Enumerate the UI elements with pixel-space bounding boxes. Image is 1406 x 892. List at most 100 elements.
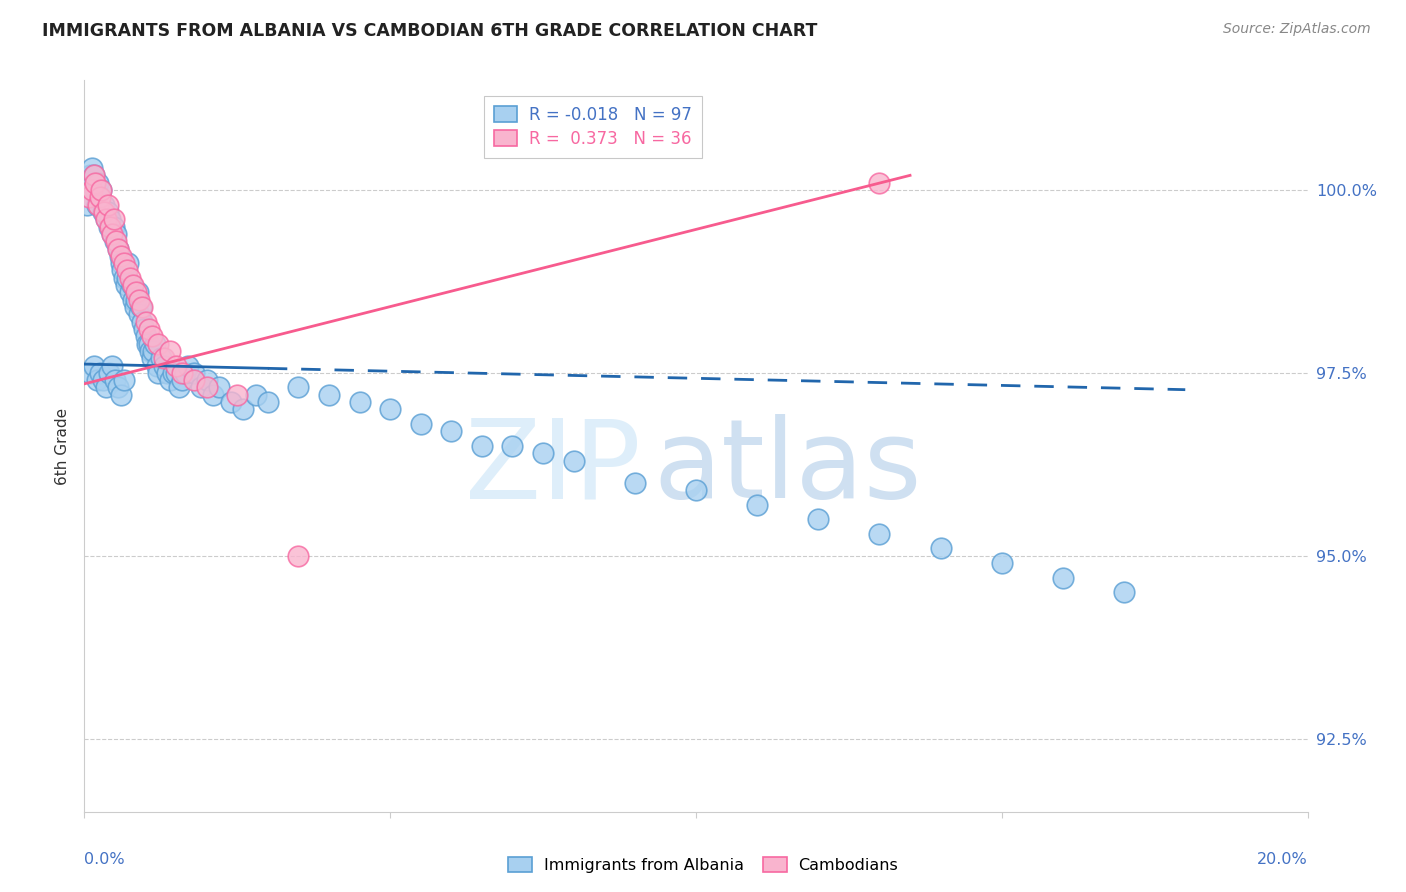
Point: [349, 395, 371, 409]
Point: [83, 169, 105, 183]
Point: [183, 366, 205, 380]
Point: [91, 373, 114, 387]
Point: [107, 242, 129, 256]
Point: [318, 388, 340, 402]
Point: [107, 242, 129, 256]
Point: [79, 366, 101, 380]
Point: [162, 366, 184, 380]
Point: [153, 351, 176, 366]
Point: [159, 343, 181, 358]
Point: [929, 541, 952, 556]
Point: [562, 453, 585, 467]
Point: [502, 439, 524, 453]
Point: [174, 366, 197, 380]
Point: [112, 270, 135, 285]
Point: [159, 373, 181, 387]
Point: [110, 256, 132, 270]
Point: [112, 373, 135, 387]
Point: [245, 388, 267, 402]
Point: [172, 366, 194, 380]
Point: [156, 366, 179, 380]
Point: [146, 366, 169, 380]
Point: [153, 359, 176, 373]
Point: [104, 373, 127, 387]
Point: [131, 315, 153, 329]
Point: [105, 234, 128, 248]
Point: [138, 336, 160, 351]
Point: [165, 366, 187, 380]
Point: [101, 227, 124, 241]
Point: [807, 512, 830, 526]
Text: Source: ZipAtlas.com: Source: ZipAtlas.com: [1223, 22, 1371, 37]
Point: [172, 373, 194, 387]
Point: [98, 219, 121, 234]
Point: [103, 212, 125, 227]
Point: [141, 329, 163, 343]
Point: [115, 270, 138, 285]
Point: [177, 359, 200, 373]
Legend: R = -0.018   N = 97, R =  0.373   N = 36: R = -0.018 N = 97, R = 0.373 N = 36: [484, 96, 702, 158]
Point: [190, 380, 212, 394]
Point: [120, 270, 142, 285]
Point: [112, 256, 135, 270]
Point: [991, 556, 1014, 570]
Point: [87, 197, 110, 211]
Point: [131, 300, 153, 314]
Point: [115, 278, 138, 293]
Point: [747, 498, 769, 512]
Point: [440, 425, 463, 439]
Point: [471, 439, 494, 453]
Point: [77, 176, 100, 190]
Point: [89, 190, 111, 204]
Point: [79, 169, 101, 183]
Point: [94, 380, 117, 394]
Point: [94, 212, 117, 227]
Y-axis label: 6th Grade: 6th Grade: [55, 408, 70, 484]
Point: [143, 336, 166, 351]
Point: [103, 219, 125, 234]
Point: [89, 190, 111, 204]
Point: [97, 205, 120, 219]
Point: [128, 307, 150, 321]
Point: [149, 351, 172, 366]
Point: [869, 176, 891, 190]
Text: atlas: atlas: [654, 415, 922, 522]
Point: [105, 227, 128, 241]
Point: [80, 161, 103, 175]
Point: [531, 446, 554, 460]
Point: [219, 395, 242, 409]
Point: [125, 285, 148, 300]
Point: [624, 475, 647, 490]
Point: [128, 293, 150, 307]
Point: [80, 183, 103, 197]
Point: [110, 249, 132, 263]
Point: [125, 293, 148, 307]
Point: [122, 293, 145, 307]
Point: [122, 278, 145, 293]
Point: [86, 197, 108, 211]
Point: [84, 183, 107, 197]
Point: [869, 526, 891, 541]
Point: [257, 395, 280, 409]
Point: [111, 263, 134, 277]
Point: [685, 483, 707, 497]
Point: [87, 176, 110, 190]
Point: [117, 256, 139, 270]
Point: [84, 176, 107, 190]
Point: [287, 380, 309, 394]
Point: [146, 336, 169, 351]
Point: [135, 336, 157, 351]
Point: [195, 373, 218, 387]
Point: [120, 285, 142, 300]
Point: [287, 549, 309, 563]
Text: ZIP: ZIP: [465, 415, 641, 522]
Text: 0.0%: 0.0%: [84, 852, 125, 867]
Point: [124, 300, 146, 314]
Point: [129, 300, 152, 314]
Point: [91, 205, 114, 219]
Point: [134, 322, 156, 336]
Point: [77, 190, 100, 204]
Point: [83, 359, 105, 373]
Point: [89, 366, 111, 380]
Point: [90, 183, 112, 197]
